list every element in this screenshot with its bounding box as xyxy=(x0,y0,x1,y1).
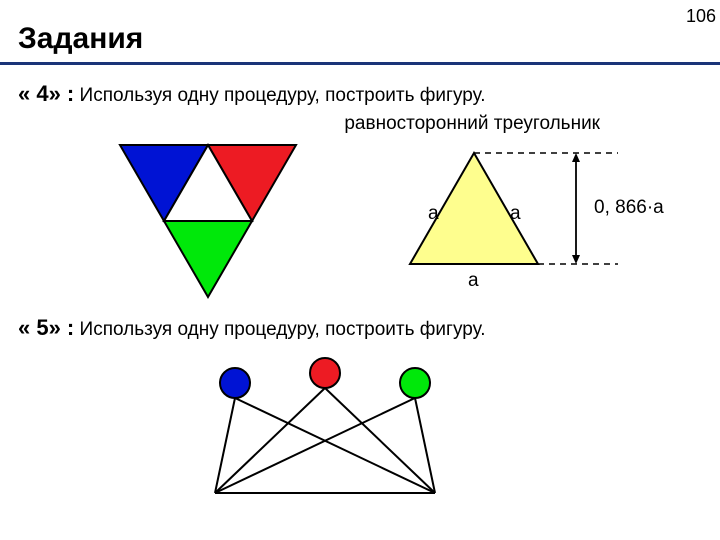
task4-subtitle: равносторонний треугольник xyxy=(0,113,720,135)
page-number: 106 xyxy=(686,6,716,27)
task4-text: Используя одну процедуру, построить фигу… xyxy=(74,85,485,106)
page-title: Задания xyxy=(0,0,720,62)
task4-line: « 4» : Используя одну процедуру, построи… xyxy=(0,81,720,107)
four-triangles-figure xyxy=(110,135,306,307)
label-a-right: a xyxy=(510,203,521,225)
title-rule xyxy=(0,62,720,65)
task5-text: Используя одну процедуру, построить фигу… xyxy=(74,319,485,340)
task5-num: « 5» : xyxy=(18,315,74,340)
task4-diagram: a a a 0, 866·a xyxy=(0,135,720,315)
equilateral-diagram xyxy=(400,143,700,313)
label-height: 0, 866·a xyxy=(594,197,664,219)
task5-diagram xyxy=(0,355,720,535)
task4-num: « 4» : xyxy=(18,81,74,106)
crown-figure xyxy=(175,355,495,515)
label-a-left: a xyxy=(428,203,439,225)
label-a-bottom: a xyxy=(468,270,479,292)
task5-line: « 5» : Используя одну процедуру, построи… xyxy=(0,315,720,341)
